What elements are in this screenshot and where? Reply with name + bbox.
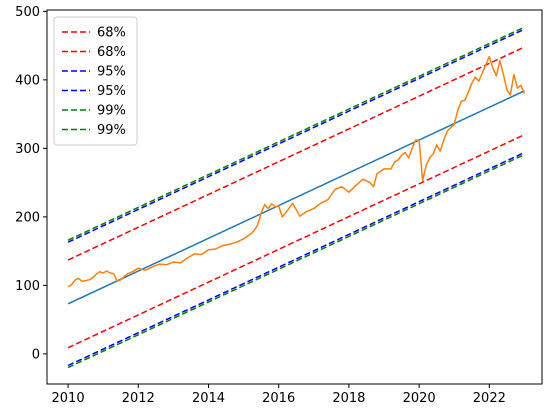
band-upper-line-1 [67,28,525,243]
legend-label: 99% [97,123,126,138]
x-tick-label: 2020 [403,391,436,406]
x-tick-label: 2010 [52,391,85,406]
x-tick-label: 2014 [192,391,225,406]
band-upper-line-2 [67,26,525,241]
legend-label: 95% [97,65,126,80]
x-tick-label: 2018 [332,391,365,406]
trend-line [67,90,525,305]
plot-frame [46,9,543,385]
x-tick-label: 2016 [262,391,295,406]
y-tick-label: 500 [15,5,40,20]
band-lower-line-1 [67,151,525,367]
series-line-0 [67,55,526,288]
x-tick-label: 2012 [122,391,155,406]
band-lower-line-2 [67,153,525,369]
legend-label: 68% [97,26,126,41]
band-lower-line-0 [67,133,525,349]
legend-box [53,16,138,146]
y-tick-label: 300 [15,142,40,157]
y-tick-label: 200 [15,210,40,225]
band-upper-line-0 [67,46,525,261]
legend: 68% 68% 95% 95% 99% 99% [53,16,138,146]
y-tick-label: 0 [32,347,40,362]
x-tick-label: 2022 [473,391,506,406]
legend-label: 99% [97,104,126,119]
y-tick-label: 400 [15,73,40,88]
legend-label: 68% [97,45,126,60]
y-tick-label: 100 [15,279,40,294]
legend-label: 95% [97,84,126,99]
